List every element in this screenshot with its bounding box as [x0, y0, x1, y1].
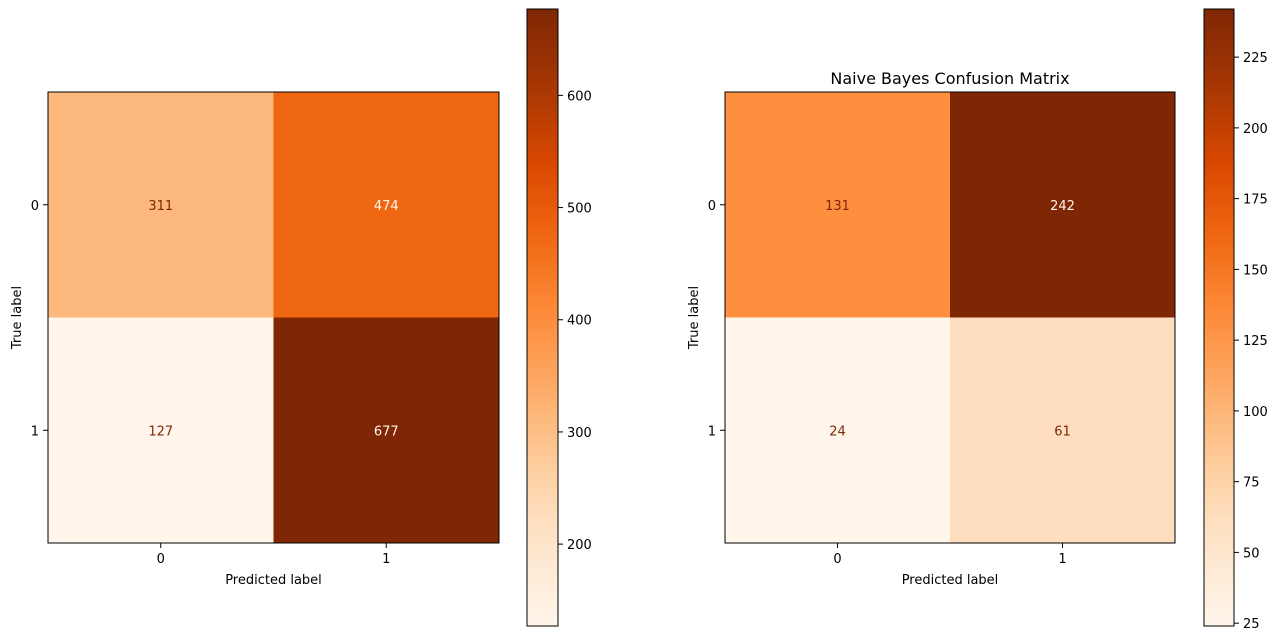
cell-value-label: 127	[148, 424, 173, 439]
cell-value-label: 311	[148, 199, 173, 214]
x-tick-label: 0	[833, 552, 841, 567]
y-axis-label: True label	[10, 286, 25, 350]
cell-value-label: 677	[374, 424, 399, 439]
matrix-cell	[48, 92, 274, 318]
colorbar-tick-label: 500	[567, 202, 592, 217]
matrix-frame	[47, 91, 500, 544]
y-tick-label: 0	[708, 199, 716, 214]
colorbar-tick-label: 300	[567, 426, 592, 441]
x-tick-label: 1	[382, 552, 390, 567]
colorbar-tick-label: 100	[1243, 405, 1268, 420]
matrix-cell	[48, 317, 274, 543]
matrix-cell	[950, 92, 1175, 318]
cell-value-label: 61	[1054, 424, 1071, 439]
x-tick-label: 1	[1058, 552, 1066, 567]
colorbar-tick-label: 125	[1243, 334, 1268, 349]
x-axis-label: Predicted label	[902, 573, 999, 588]
matrix-cell	[273, 317, 499, 543]
x-tick-label: 0	[157, 552, 165, 567]
matrix-cell	[950, 317, 1175, 543]
cell-value-label: 24	[829, 424, 846, 439]
colorbar-tick-label: 600	[567, 89, 592, 104]
confusion-matrix-1: 311 474 127 677 0 1 0 1 Predicted label True labe…	[10, 8, 592, 627]
confusion-matrix-2: 131 242 24 61 0 1 0 1 Predicted label True label N…	[687, 8, 1268, 632]
y-tick-label: 0	[31, 199, 39, 214]
matrix-cell	[725, 317, 950, 543]
y-axis-label: True label	[687, 286, 702, 350]
colorbar	[526, 8, 559, 627]
colorbar-tick-label: 175	[1243, 193, 1268, 208]
matrix-cell	[725, 92, 950, 318]
colorbar	[1203, 8, 1235, 627]
colorbar-tick-label: 200	[1243, 122, 1268, 137]
chart-title: Naive Bayes Confusion Matrix	[830, 69, 1069, 88]
colorbar-tick-label: 150	[1243, 263, 1268, 278]
cell-value-label: 474	[374, 199, 399, 214]
x-axis-label: Predicted label	[225, 573, 322, 588]
colorbar-tick-label: 400	[567, 314, 592, 329]
y-tick-label: 1	[708, 424, 716, 439]
cell-value-label: 242	[1050, 199, 1075, 214]
y-tick-label: 1	[31, 424, 39, 439]
colorbar-tick-label: 25	[1243, 617, 1260, 632]
colorbar-tick-label: 50	[1243, 546, 1260, 561]
colorbar-tick-label: 200	[567, 538, 592, 553]
matrix-frame	[724, 91, 1176, 544]
cell-value-label: 131	[825, 199, 850, 214]
colorbar-tick-label: 225	[1243, 51, 1268, 66]
colorbar-tick-label: 75	[1243, 476, 1260, 491]
matrix-cell	[273, 92, 499, 318]
